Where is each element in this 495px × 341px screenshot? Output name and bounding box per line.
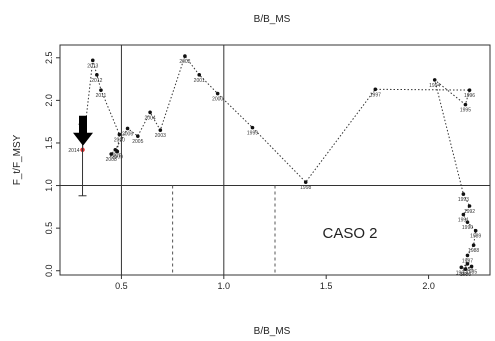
x-tick-label: 0.5 bbox=[115, 281, 128, 291]
data-point bbox=[215, 91, 220, 96]
data-point bbox=[125, 126, 130, 131]
point-label: 2002 bbox=[179, 59, 190, 65]
point-label: 1985 bbox=[466, 269, 477, 275]
point-label: 1992 bbox=[464, 209, 475, 215]
point-label: 2000 bbox=[212, 97, 223, 103]
y-tick-label: 1.5 bbox=[44, 137, 54, 150]
data-point bbox=[148, 110, 152, 115]
data-point bbox=[459, 265, 464, 270]
x-tick-label: 1.5 bbox=[320, 281, 333, 291]
case-annotation: CASO 2 bbox=[322, 225, 377, 242]
x-tick-label: 1.0 bbox=[218, 281, 231, 291]
data-point bbox=[467, 88, 472, 92]
point-label: 1991 bbox=[458, 218, 469, 224]
point-label: 1988 bbox=[468, 248, 479, 254]
point-label: 1998 bbox=[300, 185, 311, 191]
data-point bbox=[109, 152, 113, 156]
y-tick-label: 0.0 bbox=[44, 264, 54, 277]
point-label: 1990 bbox=[462, 225, 473, 231]
point-label: 1984 bbox=[462, 267, 473, 273]
arrow-shape bbox=[73, 115, 93, 146]
point-label: 2003 bbox=[155, 133, 166, 139]
data-point bbox=[465, 220, 470, 224]
point-label: 1986 bbox=[460, 272, 471, 278]
data-point bbox=[158, 128, 163, 132]
series-line bbox=[82, 55, 477, 270]
data-point bbox=[469, 264, 474, 269]
point-label: 1997 bbox=[370, 92, 381, 98]
reference-lines bbox=[60, 45, 490, 275]
data-point bbox=[465, 262, 470, 266]
point-label: 2014 bbox=[68, 148, 79, 154]
data-point bbox=[471, 243, 476, 247]
point-label: 2008 bbox=[106, 157, 117, 163]
point-label: 2009 bbox=[112, 154, 123, 160]
data-point bbox=[303, 180, 308, 184]
point-label: 1999 bbox=[247, 131, 258, 137]
point-label: 2012 bbox=[91, 78, 102, 84]
current-year-arrow-icon bbox=[73, 115, 93, 146]
point-label: 2011 bbox=[96, 93, 107, 99]
data-point bbox=[117, 132, 122, 137]
data-point bbox=[115, 149, 120, 154]
point-label: 2010 bbox=[114, 137, 125, 143]
y-tick-label: 2.0 bbox=[44, 94, 54, 107]
data-point bbox=[95, 73, 99, 77]
y-axis-ticks: 0.0 0.5 1.0 1.5 2.0 2.5 bbox=[44, 52, 60, 277]
data-point bbox=[136, 134, 140, 138]
data-point bbox=[473, 228, 478, 233]
data-point bbox=[250, 125, 255, 130]
point-label: 2006 bbox=[122, 131, 133, 137]
point-label: 1996 bbox=[464, 93, 475, 99]
data-point bbox=[463, 102, 468, 107]
chart-top-title: B/B_MS bbox=[254, 14, 291, 25]
data-point bbox=[373, 87, 378, 92]
point-label: 1983 bbox=[456, 270, 467, 276]
data-point bbox=[461, 212, 466, 217]
data-point bbox=[461, 192, 466, 196]
point-label: 1994 bbox=[429, 83, 440, 89]
point-label: 2005 bbox=[132, 139, 143, 145]
y-tick-label: 1.0 bbox=[44, 179, 54, 192]
point-label: 2007 bbox=[110, 153, 121, 159]
y-axis-title: F_t/F_MSY bbox=[12, 134, 23, 185]
data-point bbox=[432, 78, 437, 82]
data-point bbox=[90, 58, 95, 63]
y-tick-label: 0.5 bbox=[44, 222, 54, 235]
data-point bbox=[467, 204, 472, 208]
data-point bbox=[197, 73, 202, 77]
data-point bbox=[99, 88, 103, 92]
x-tick-label: 2.0 bbox=[422, 281, 435, 291]
point-label: 1993 bbox=[458, 197, 469, 203]
point-label: 2001 bbox=[194, 78, 205, 84]
data-point bbox=[465, 253, 470, 258]
data-point bbox=[183, 54, 187, 58]
point-label: 2004 bbox=[145, 115, 156, 121]
point-label: 2013 bbox=[87, 63, 98, 69]
x-axis-title: B/B_MS bbox=[254, 326, 291, 337]
point-label: 1989 bbox=[470, 234, 481, 240]
plot-frame bbox=[59, 44, 491, 276]
data-point bbox=[463, 267, 468, 271]
point-label: 1987 bbox=[462, 258, 473, 264]
y-tick-label: 2.5 bbox=[44, 52, 54, 65]
point-label: 1995 bbox=[460, 108, 471, 114]
x-axis-ticks: 0.5 1.0 1.5 2.0 bbox=[115, 275, 435, 291]
